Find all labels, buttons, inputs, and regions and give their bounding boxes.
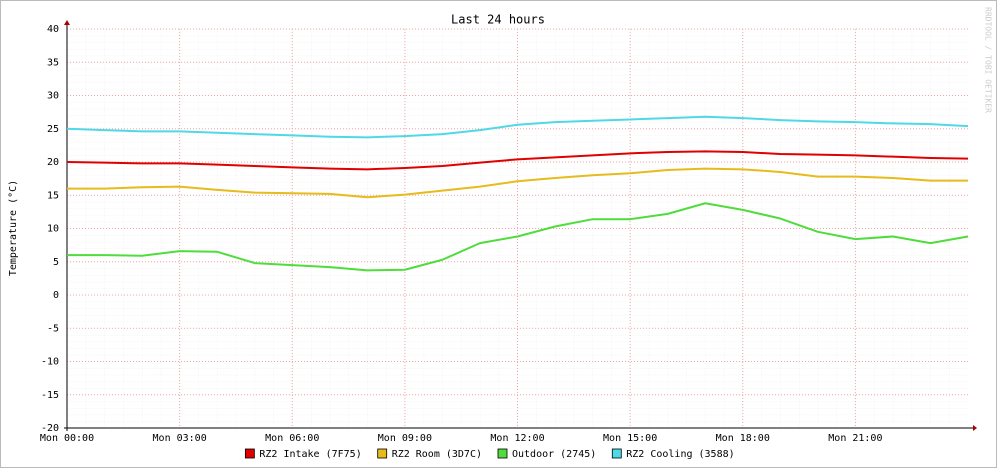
y-tick-label: 35 bbox=[47, 57, 59, 68]
legend-swatch bbox=[244, 448, 255, 459]
x-tick-label: Mon 09:00 bbox=[378, 433, 432, 444]
y-tick-label: 5 bbox=[53, 257, 59, 268]
watermark: RRDTOOL / TOBI OETIKER bbox=[984, 7, 993, 113]
x-tick-label: Mon 03:00 bbox=[153, 433, 207, 444]
chart-title: Last 24 hours bbox=[451, 13, 545, 27]
series-line bbox=[66, 115, 969, 139]
y-tick-label: -10 bbox=[41, 357, 59, 368]
legend-label: RZ2 Cooling (3588) bbox=[626, 449, 734, 460]
y-tick-label: 40 bbox=[47, 24, 59, 35]
y-tick-label: -5 bbox=[47, 323, 59, 334]
x-tick-label: Mon 15:00 bbox=[603, 433, 657, 444]
y-tick-label: 0 bbox=[53, 290, 59, 301]
x-tick-label: Mon 06:00 bbox=[265, 433, 319, 444]
legend-swatch bbox=[497, 448, 508, 459]
y-tick-label: 30 bbox=[47, 91, 59, 102]
x-tick-label: Mon 21:00 bbox=[828, 433, 882, 444]
y-tick-label: -15 bbox=[41, 390, 59, 401]
x-tick-label: Mon 12:00 bbox=[490, 433, 544, 444]
y-tick-label: 10 bbox=[47, 224, 59, 235]
series-line bbox=[67, 202, 969, 272]
y-tick-label: 20 bbox=[47, 157, 59, 168]
legend-label: RZ2 Intake (7F75) bbox=[259, 449, 361, 460]
series-line bbox=[66, 150, 969, 171]
legend-swatch bbox=[611, 448, 622, 459]
series-line bbox=[67, 167, 968, 199]
legend-swatch bbox=[377, 448, 388, 459]
y-tick-label: 25 bbox=[47, 124, 59, 135]
y-axis-arrow bbox=[64, 20, 70, 25]
y-axis-label: Temperature (°C) bbox=[8, 180, 19, 276]
y-tick-label: -20 bbox=[41, 423, 59, 434]
legend-label: Outdoor (2745) bbox=[512, 449, 596, 460]
x-tick-label: Mon 18:00 bbox=[716, 433, 770, 444]
x-tick-label: Mon 00:00 bbox=[40, 433, 94, 444]
y-tick-label: 15 bbox=[47, 190, 59, 201]
legend-label: RZ2 Room (3D7C) bbox=[392, 449, 482, 460]
x-axis-arrow bbox=[973, 425, 977, 431]
